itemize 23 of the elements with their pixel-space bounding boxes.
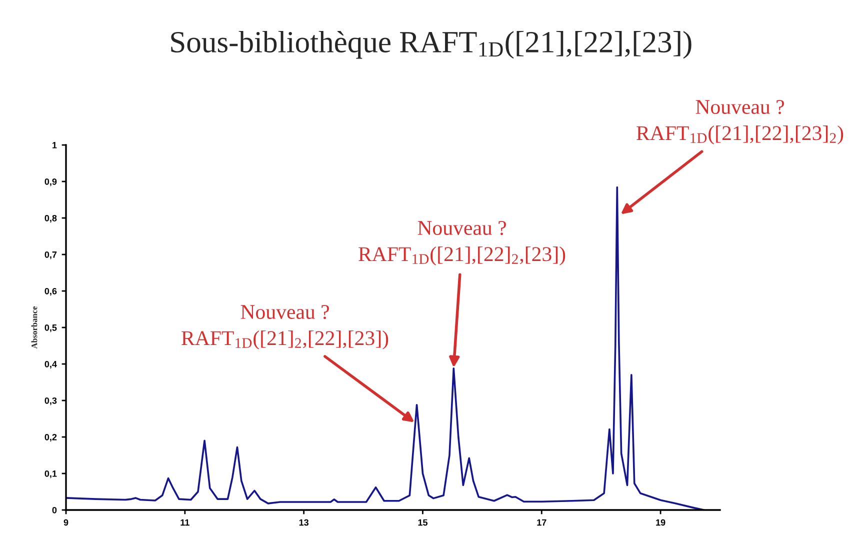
x-tick-label: 15 (418, 519, 428, 526)
y-tick-label: 0,1 (44, 470, 57, 478)
x-tick-label: 17 (537, 519, 546, 526)
y-tick-label: 0,4 (44, 360, 57, 369)
y-tick-label: 0,7 (44, 251, 57, 260)
y-tick-label: 0,3 (44, 397, 57, 406)
y-tick-label: 0,9 (44, 178, 57, 186)
y-tick-label: 0,8 (44, 214, 57, 223)
y-tick-label: 1 (52, 142, 57, 148)
y-axis-title: Absorbance (31, 306, 38, 349)
y-tick-label: 0,6 (44, 288, 57, 296)
annotation: Nouveau ? RAFT$_{1D}$([21],[22]$_{2}$,[23]) (358, 220, 566, 266)
y-tick-label: 0,5 (44, 324, 57, 332)
y-tick-label: 0,2 (44, 434, 57, 442)
x-tick-label: 13 (299, 519, 309, 526)
x-tick-label: 11 (180, 519, 190, 526)
chart-title: Sous-bibliothèque RAFT$_{1D}$([21],[22],[23]) (171, 30, 692, 59)
x-tick-label: 19 (656, 519, 666, 526)
line-series (66, 186, 705, 510)
annotation: Nouveau ? RAFT$_{1D}$([21]$_{2}$,[22],[23]) (182, 304, 388, 350)
annotation: Nouveau ? RAFT$_{1D}$([21],[22],[23]$_{2}$) (636, 100, 844, 144)
y-tick-label: 0 (52, 506, 57, 514)
x-tick-label: 9 (64, 519, 68, 526)
